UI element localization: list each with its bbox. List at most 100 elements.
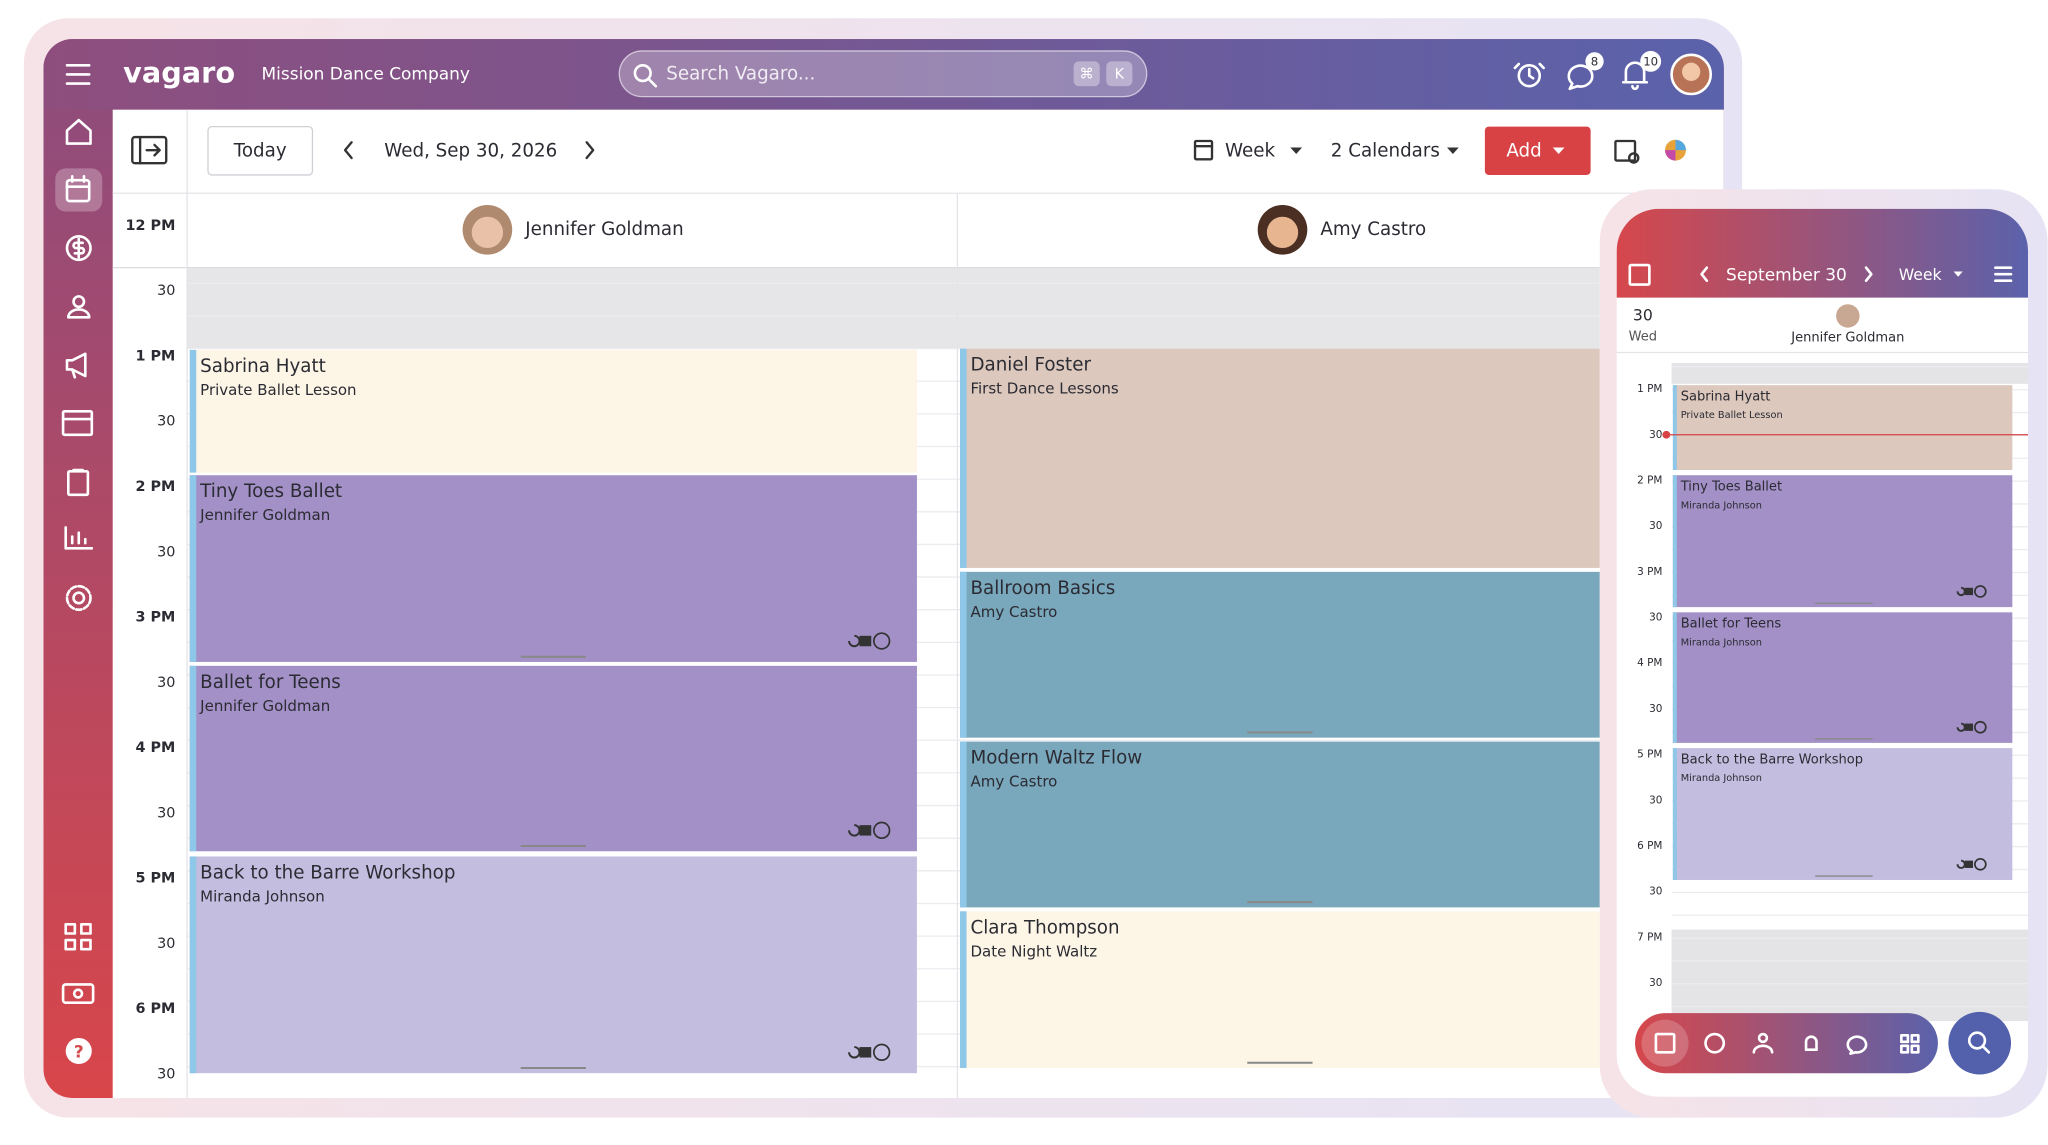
appointment-block [189, 856, 917, 1074]
appointment[interactable]: Sabrina Hyatt Private Ballet Lesson [189, 349, 917, 473]
appointment[interactable]: Ballet for Teens Jennifer Goldman [189, 665, 917, 852]
repeat-icon [1956, 859, 1966, 869]
search-icon [1967, 1031, 1991, 1054]
appointment[interactable]: Clara Thompson Date Night Waltz [960, 911, 1600, 1068]
appointment-subtitle: Private Ballet Lesson [1681, 410, 1783, 421]
time-label: 1 PM [136, 348, 176, 364]
appointment-block [1672, 612, 2013, 743]
view-select[interactable]: Week [1225, 140, 1275, 161]
appointment-stripe [960, 348, 967, 568]
appointment-title: Tiny Toes Ballet [199, 481, 342, 502]
avatar-face [471, 216, 504, 249]
appointment-stripe [960, 571, 967, 738]
badge [1585, 52, 1604, 71]
badge [1640, 50, 1662, 72]
appointment-stripe [1672, 612, 1677, 743]
caret [1552, 147, 1565, 155]
phone-month: September 30 [1726, 265, 1847, 285]
appointment[interactable]: Back to the Barre Workshop Miranda Johnso… [189, 856, 917, 1074]
phone-weekday: Wed [1629, 329, 1657, 344]
phone-time-label: 3 PM [1637, 566, 1662, 578]
appointment[interactable]: Daniel Foster First Dance Lessons [960, 348, 1600, 568]
phone-time-label: 5 PM [1637, 749, 1662, 761]
add-label: Add [1506, 140, 1541, 161]
appointment[interactable]: Modern Waltz Flow Amy Castro [960, 741, 1600, 908]
time-label: 30 [157, 414, 175, 430]
add-button[interactable] [1484, 126, 1591, 175]
color-icon [1665, 150, 1676, 161]
collapse-icon[interactable] [131, 135, 168, 165]
phone-day: 30 [1633, 305, 1653, 324]
settings-icon[interactable] [1614, 139, 1640, 164]
phone-time-label: 30 [1649, 612, 1662, 624]
phone-time-label: 30 [1649, 977, 1662, 989]
phone-time-label: 30 [1649, 429, 1662, 441]
alarm-icon[interactable] [1513, 62, 1545, 88]
phone-appointment[interactable]: Ballet for Teens Miranda Johnson [1672, 612, 2013, 743]
repeat-icon [1956, 722, 1966, 732]
time-label: 5 PM [136, 871, 176, 887]
shortcut-key: ⌘ [1079, 66, 1093, 82]
staff-name: Amy Castro [1320, 219, 1426, 240]
phone-appointment[interactable]: Sabrina Hyatt Private Ballet Lesson [1672, 385, 2013, 471]
caret [1290, 147, 1303, 155]
phone-appointment[interactable]: Tiny Toes Ballet Miranda Johnson [1672, 475, 2013, 608]
phone-menu[interactable] [1994, 266, 2013, 283]
chat-icon[interactable] [1567, 64, 1594, 91]
phone-view[interactable]: Week [1899, 265, 1943, 284]
help-icon[interactable] [65, 1037, 92, 1065]
appointment[interactable]: Ballroom Basics Amy Castro [960, 571, 1600, 738]
appointment-subtitle: Amy Castro [970, 603, 1057, 621]
time-label: 30 [157, 1066, 175, 1082]
appointment-title: Tiny Toes Ballet [1680, 479, 1782, 494]
menu-icon[interactable] [65, 63, 91, 85]
phone-header [1616, 208, 2028, 298]
key [1106, 61, 1133, 87]
video-icon [859, 825, 872, 836]
next-button[interactable] [585, 141, 595, 160]
phone-time-label: 30 [1649, 703, 1662, 715]
repeat-icon [848, 824, 861, 837]
caret [1447, 147, 1459, 155]
phone-search[interactable] [1948, 1011, 2012, 1075]
appointment-block [1672, 748, 2013, 880]
nav-active [1641, 1019, 1689, 1067]
video-icon [1964, 723, 1974, 731]
phone-prev[interactable] [1700, 266, 1709, 283]
appointment-subtitle: Miranda Johnson [1681, 500, 1762, 511]
search-placeholder: Search Vagaro... [666, 63, 815, 84]
time-label: 30 [157, 936, 175, 952]
appointment-block [960, 348, 1600, 568]
appointment-subtitle: Date Night Waltz [970, 942, 1097, 960]
staff-avatar [1836, 304, 1860, 328]
sidebar-icons[interactable] [55, 118, 103, 1004]
staff-name: Jennifer Goldman [524, 219, 683, 240]
appointment[interactable]: Tiny Toes Ballet Jennifer Goldman [189, 475, 917, 662]
time-label: 4 PM [136, 740, 176, 756]
appointment-stripe [960, 741, 967, 908]
calendars-select[interactable]: 2 Calendars [1331, 140, 1440, 161]
time-label: 30 [157, 805, 175, 821]
phone-cal-icon[interactable] [1628, 263, 1651, 286]
timer-icon [873, 821, 891, 840]
phone-nav-icons[interactable] [1654, 1032, 1920, 1055]
bell-icon[interactable] [1621, 61, 1649, 91]
now-dot [1662, 430, 1671, 439]
phone-next[interactable] [1864, 266, 1873, 283]
closed-time [187, 267, 1600, 349]
today-label: Today [233, 140, 287, 161]
business-name[interactable]: Mission Dance Company [262, 64, 470, 84]
timer-icon [1974, 857, 1987, 871]
timer-icon [1974, 585, 1987, 598]
phone-staff: Jennifer Goldman [1790, 331, 1904, 346]
appointment-block [189, 665, 917, 852]
appointment-stripe [1672, 475, 1677, 608]
search-box[interactable] [618, 50, 1148, 98]
today-button[interactable] [207, 125, 314, 176]
phone-appointment[interactable]: Back to the Barre Workshop Miranda Johnso… [1672, 748, 2013, 880]
color-icon [1675, 139, 1686, 151]
prev-button[interactable] [343, 141, 353, 160]
appointment-stripe [960, 911, 967, 1068]
